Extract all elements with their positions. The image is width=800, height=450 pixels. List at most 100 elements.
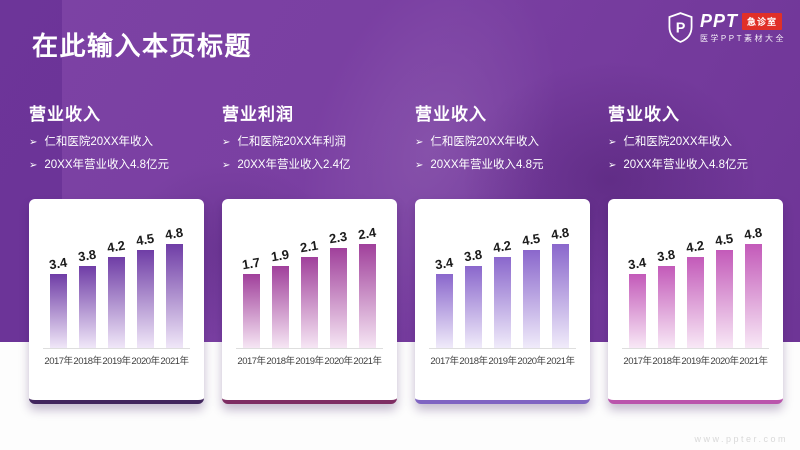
section-column: 营业收入 ➢ 仁和医院20XX年收入 ➢ 20XX年营业收入4.8元 3.4 3.8 4.… xyxy=(415,100,590,404)
arrow-bullet-icon: ➢ xyxy=(222,160,231,171)
bullet-item: ➢ 20XX年营业收入2.4亿 xyxy=(222,158,397,173)
bar xyxy=(629,274,646,348)
bar-cell: 2.1 xyxy=(295,238,324,348)
bar-value-label: 4.8 xyxy=(743,224,764,243)
bar xyxy=(272,266,289,348)
bar-value-label: 4.8 xyxy=(164,224,185,243)
bar xyxy=(359,244,376,348)
bar xyxy=(658,266,675,348)
section-heading: 营业利润 xyxy=(222,105,294,124)
bar-cell: 3.8 xyxy=(459,247,488,348)
bar xyxy=(465,266,482,348)
section-column: 营业利润 ➢ 仁和医院20XX年利润 ➢ 20XX年营业收入2.4亿 1.7 1.9 2.… xyxy=(222,100,397,404)
bar-cell: 4.5 xyxy=(131,230,160,348)
bar xyxy=(79,266,96,348)
x-axis-tick-label: 2017年 xyxy=(430,356,459,367)
page-title: 在此输入本页标题 xyxy=(32,31,253,61)
bar-value-label: 3.8 xyxy=(77,246,98,265)
bar-value-label: 4.5 xyxy=(714,230,735,249)
bar-value-label: 4.2 xyxy=(106,237,127,256)
section-heading: 营业收入 xyxy=(608,105,680,124)
bar-chart: 3.4 3.8 4.2 4.5 4.8 xyxy=(429,225,576,349)
bar xyxy=(166,244,183,348)
x-axis-tick-label: 2018年 xyxy=(652,356,681,367)
bar-cell: 2.4 xyxy=(353,225,382,348)
chart-card: 3.4 3.8 4.2 4.5 4.8 2017年 2018年 2019年 2020年 2021… xyxy=(415,199,590,404)
x-axis-tick-label: 2021年 xyxy=(546,356,575,367)
x-axis-tick-label: 2021年 xyxy=(739,356,768,367)
brand-subtitle: 医学PPT素材大全 xyxy=(699,34,786,43)
bar-cell: 4.2 xyxy=(488,237,517,348)
bar xyxy=(687,257,704,348)
brand-badge: 急诊室 xyxy=(741,13,782,30)
bar-cell: 4.2 xyxy=(681,237,710,348)
section-column: 营业收入 ➢ 仁和医院20XX年收入 ➢ 20XX年营业收入4.8亿元 3.4 3.8 4… xyxy=(608,100,783,404)
x-axis-tick-label: 2018年 xyxy=(459,356,488,367)
bar xyxy=(552,244,569,348)
bar-value-label: 4.5 xyxy=(521,230,542,249)
bullet-text: 仁和医院20XX年利润 xyxy=(237,136,347,148)
sections-grid: 营业收入 ➢ 仁和医院20XX年收入 ➢ 20XX年营业收入4.8亿元 3.4 3.8 4… xyxy=(29,100,783,404)
section-bullets: ➢ 仁和医院20XX年收入 ➢ 20XX年营业收入4.8亿元 xyxy=(29,135,204,173)
bar-value-label: 4.5 xyxy=(135,230,156,249)
bar-cell: 4.8 xyxy=(546,224,575,348)
bar-cell: 1.7 xyxy=(237,254,266,348)
section-bullets: ➢ 仁和医院20XX年收入 ➢ 20XX年营业收入4.8亿元 xyxy=(608,135,783,173)
bar-cell: 3.4 xyxy=(430,255,459,348)
section-column: 营业收入 ➢ 仁和医院20XX年收入 ➢ 20XX年营业收入4.8亿元 3.4 3.8 4… xyxy=(29,100,204,404)
arrow-bullet-icon: ➢ xyxy=(415,137,424,148)
section-heading: 营业收入 xyxy=(29,105,101,124)
bar-value-label: 4.2 xyxy=(492,237,513,256)
section-heading: 营业收入 xyxy=(415,105,487,124)
bar-cell: 3.4 xyxy=(44,254,73,348)
x-axis-tick-label: 2021年 xyxy=(160,356,189,367)
bar xyxy=(330,248,347,348)
x-axis-tick-label: 2018年 xyxy=(266,356,295,367)
bar xyxy=(137,250,154,348)
bar-value-label: 1.7 xyxy=(241,254,262,273)
x-axis-tick-label: 2018年 xyxy=(73,356,102,367)
bullet-item: ➢ 20XX年营业收入4.8亿元 xyxy=(29,158,204,173)
x-axis-tick-label: 2017年 xyxy=(44,356,73,367)
bar-value-label: 3.4 xyxy=(48,254,69,273)
x-axis-tick-label: 2021年 xyxy=(353,356,382,367)
x-axis-tick-label: 2020年 xyxy=(131,356,160,367)
bar-chart: 3.4 3.8 4.2 4.5 4.8 xyxy=(622,225,769,349)
section-bullets: ➢ 仁和医院20XX年利润 ➢ 20XX年营业收入2.4亿 xyxy=(222,135,397,173)
bullet-item: ➢ 仁和医院20XX年收入 xyxy=(608,135,783,150)
bar-value-label: 2.3 xyxy=(328,228,349,247)
arrow-bullet-icon: ➢ xyxy=(415,160,424,171)
bullet-item: ➢ 20XX年营业收入4.8元 xyxy=(415,158,590,173)
bullet-text: 仁和医院20XX年收入 xyxy=(430,136,540,148)
svg-text:P: P xyxy=(676,20,686,36)
chart-card: 3.4 3.8 4.2 4.5 4.8 2017年 2018年 2019年 2020年 2021… xyxy=(608,199,783,404)
bar-cell: 2.3 xyxy=(324,228,353,348)
brand-logo: P PPT 急诊室 医学PPT素材大全 xyxy=(667,11,786,44)
logo-text-block: PPT 急诊室 医学PPT素材大全 xyxy=(700,11,786,44)
bullet-item: ➢ 仁和医院20XX年收入 xyxy=(415,135,590,150)
watermark: www.ppter.com xyxy=(694,434,788,444)
shield-icon: P xyxy=(667,12,694,43)
bar-cell: 4.5 xyxy=(710,230,739,348)
bar-cell: 4.2 xyxy=(102,237,131,348)
arrow-bullet-icon: ➢ xyxy=(29,137,38,148)
bar-cell: 3.8 xyxy=(73,246,102,348)
bar-value-label: 3.8 xyxy=(656,246,677,265)
bar-value-label: 4.2 xyxy=(685,237,706,256)
bar-cell: 4.5 xyxy=(517,230,546,348)
bar xyxy=(523,250,540,348)
bar xyxy=(436,274,453,348)
bar xyxy=(716,250,733,348)
arrow-bullet-icon: ➢ xyxy=(29,160,38,171)
x-axis-tick-label: 2020年 xyxy=(710,356,739,367)
x-axis-tick-label: 2020年 xyxy=(517,356,546,367)
bar-value-label: 4.8 xyxy=(550,224,571,243)
bar-cell: 1.9 xyxy=(266,247,295,348)
bullet-text: 仁和医院20XX年收入 xyxy=(623,136,733,148)
bar xyxy=(494,257,511,348)
bar-cell: 4.8 xyxy=(160,224,189,348)
bar-cell: 4.8 xyxy=(739,224,768,348)
section-bullets: ➢ 仁和医院20XX年收入 ➢ 20XX年营业收入4.8元 xyxy=(415,135,590,173)
bullet-text: 仁和医院20XX年收入 xyxy=(44,136,154,148)
bullet-item: ➢ 仁和医院20XX年利润 xyxy=(222,135,397,150)
